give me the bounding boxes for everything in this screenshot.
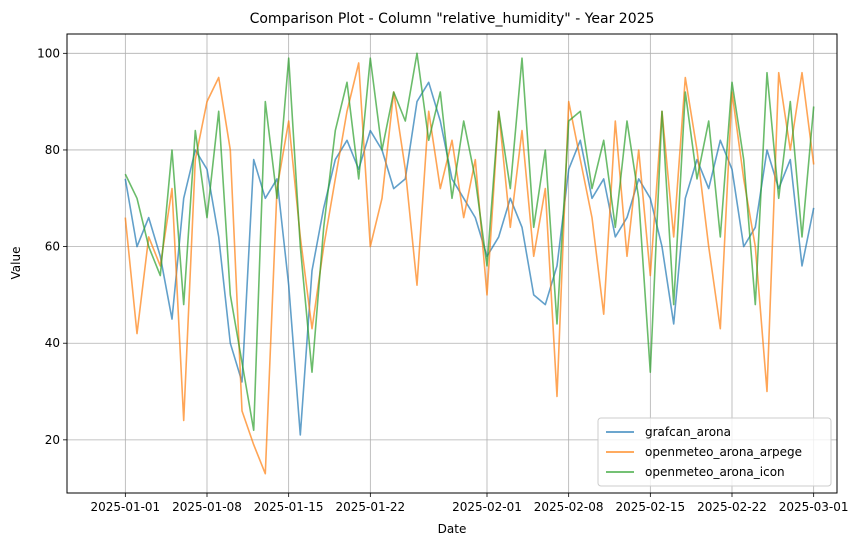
x-tick-label: 2025-01-08 (172, 500, 242, 514)
y-tick-label: 80 (45, 143, 60, 157)
y-tick-label: 60 (45, 240, 60, 254)
legend-label: openmeteo_arona_arpege (645, 445, 802, 459)
x-axis-label: Date (438, 522, 467, 536)
x-axis-ticks: 2025-01-01 2025-01-08 2025-01-15 2025-01-22… (90, 493, 849, 514)
legend: grafcan_arona openmeteo_arona_arpegeopenm… (597, 417, 832, 487)
y-tick-label: 20 (45, 433, 60, 447)
x-tick-label: 2025-02-15 (615, 500, 685, 514)
y-tick-label: 40 (45, 336, 60, 350)
y-tick-label: 100 (37, 46, 60, 60)
plot-frame (66, 33, 838, 494)
y-axis-ticks: 20 40 60 80 100 (37, 46, 67, 447)
chart-title: Comparison Plot - Column "relative_humid… (250, 11, 655, 27)
legend-label: grafcan_arona (645, 425, 731, 439)
x-tick-label: 2025-03-01 (779, 500, 849, 514)
series-line-openmeteo-arona-icon (124, 52, 815, 432)
x-tick-label: 2025-01-01 (90, 500, 160, 514)
x-tick-label: 2025-02-08 (534, 500, 604, 514)
y-axis-label: Value (9, 247, 23, 280)
x-tick-label: 2025-02-01 (452, 500, 522, 514)
legend-box (597, 417, 832, 487)
x-tick-label: 2025-01-22 (335, 500, 405, 514)
x-tick-label: 2025-01-15 (254, 500, 324, 514)
x-tick-label: 2025-02-22 (697, 500, 767, 514)
series-layer (124, 52, 815, 475)
legend-label: openmeteo_arona_icon (645, 465, 785, 479)
